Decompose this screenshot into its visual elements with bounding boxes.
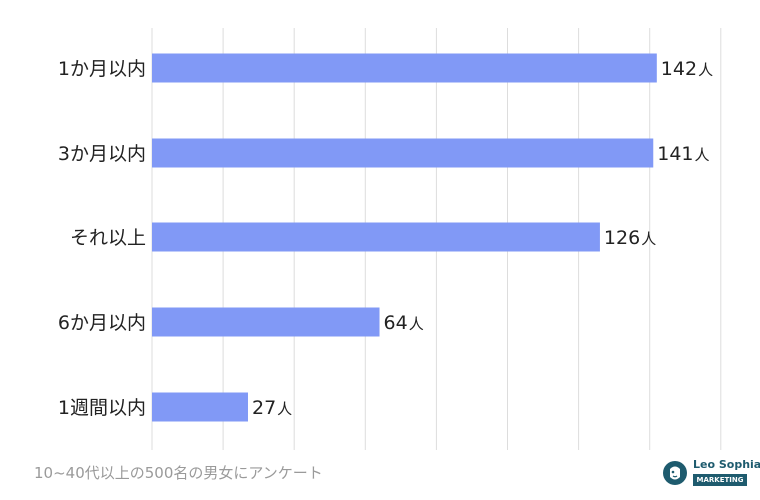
category-label: 3か月以内 [58,143,146,165]
bar [152,222,600,252]
bar [152,53,657,83]
data-label: 142人 [661,58,713,80]
bar [152,307,380,337]
data-label: 27人 [252,397,292,419]
category-label: 1か月以内 [58,58,146,80]
footnote: 10~40代以上の500名の男女にアンケート [34,464,323,482]
data-label: 141人 [657,143,709,165]
bars [152,53,657,422]
logo-name: Leo Sophia [693,458,760,471]
category-label: 6か月以内 [58,312,146,334]
category-label: 1週間以内 [58,397,146,419]
lion-head-icon [663,461,687,485]
logo-tag: MARKETING [693,474,747,486]
data-labels: 142人 141人 126人 64人 27人 [252,58,713,419]
brand-logo: Leo Sophia MARKETING [662,458,760,490]
bar [152,392,248,422]
category-label: それ以上 [70,227,146,249]
bar [152,138,654,168]
data-label: 64人 [384,312,424,334]
data-label: 126人 [604,227,656,249]
